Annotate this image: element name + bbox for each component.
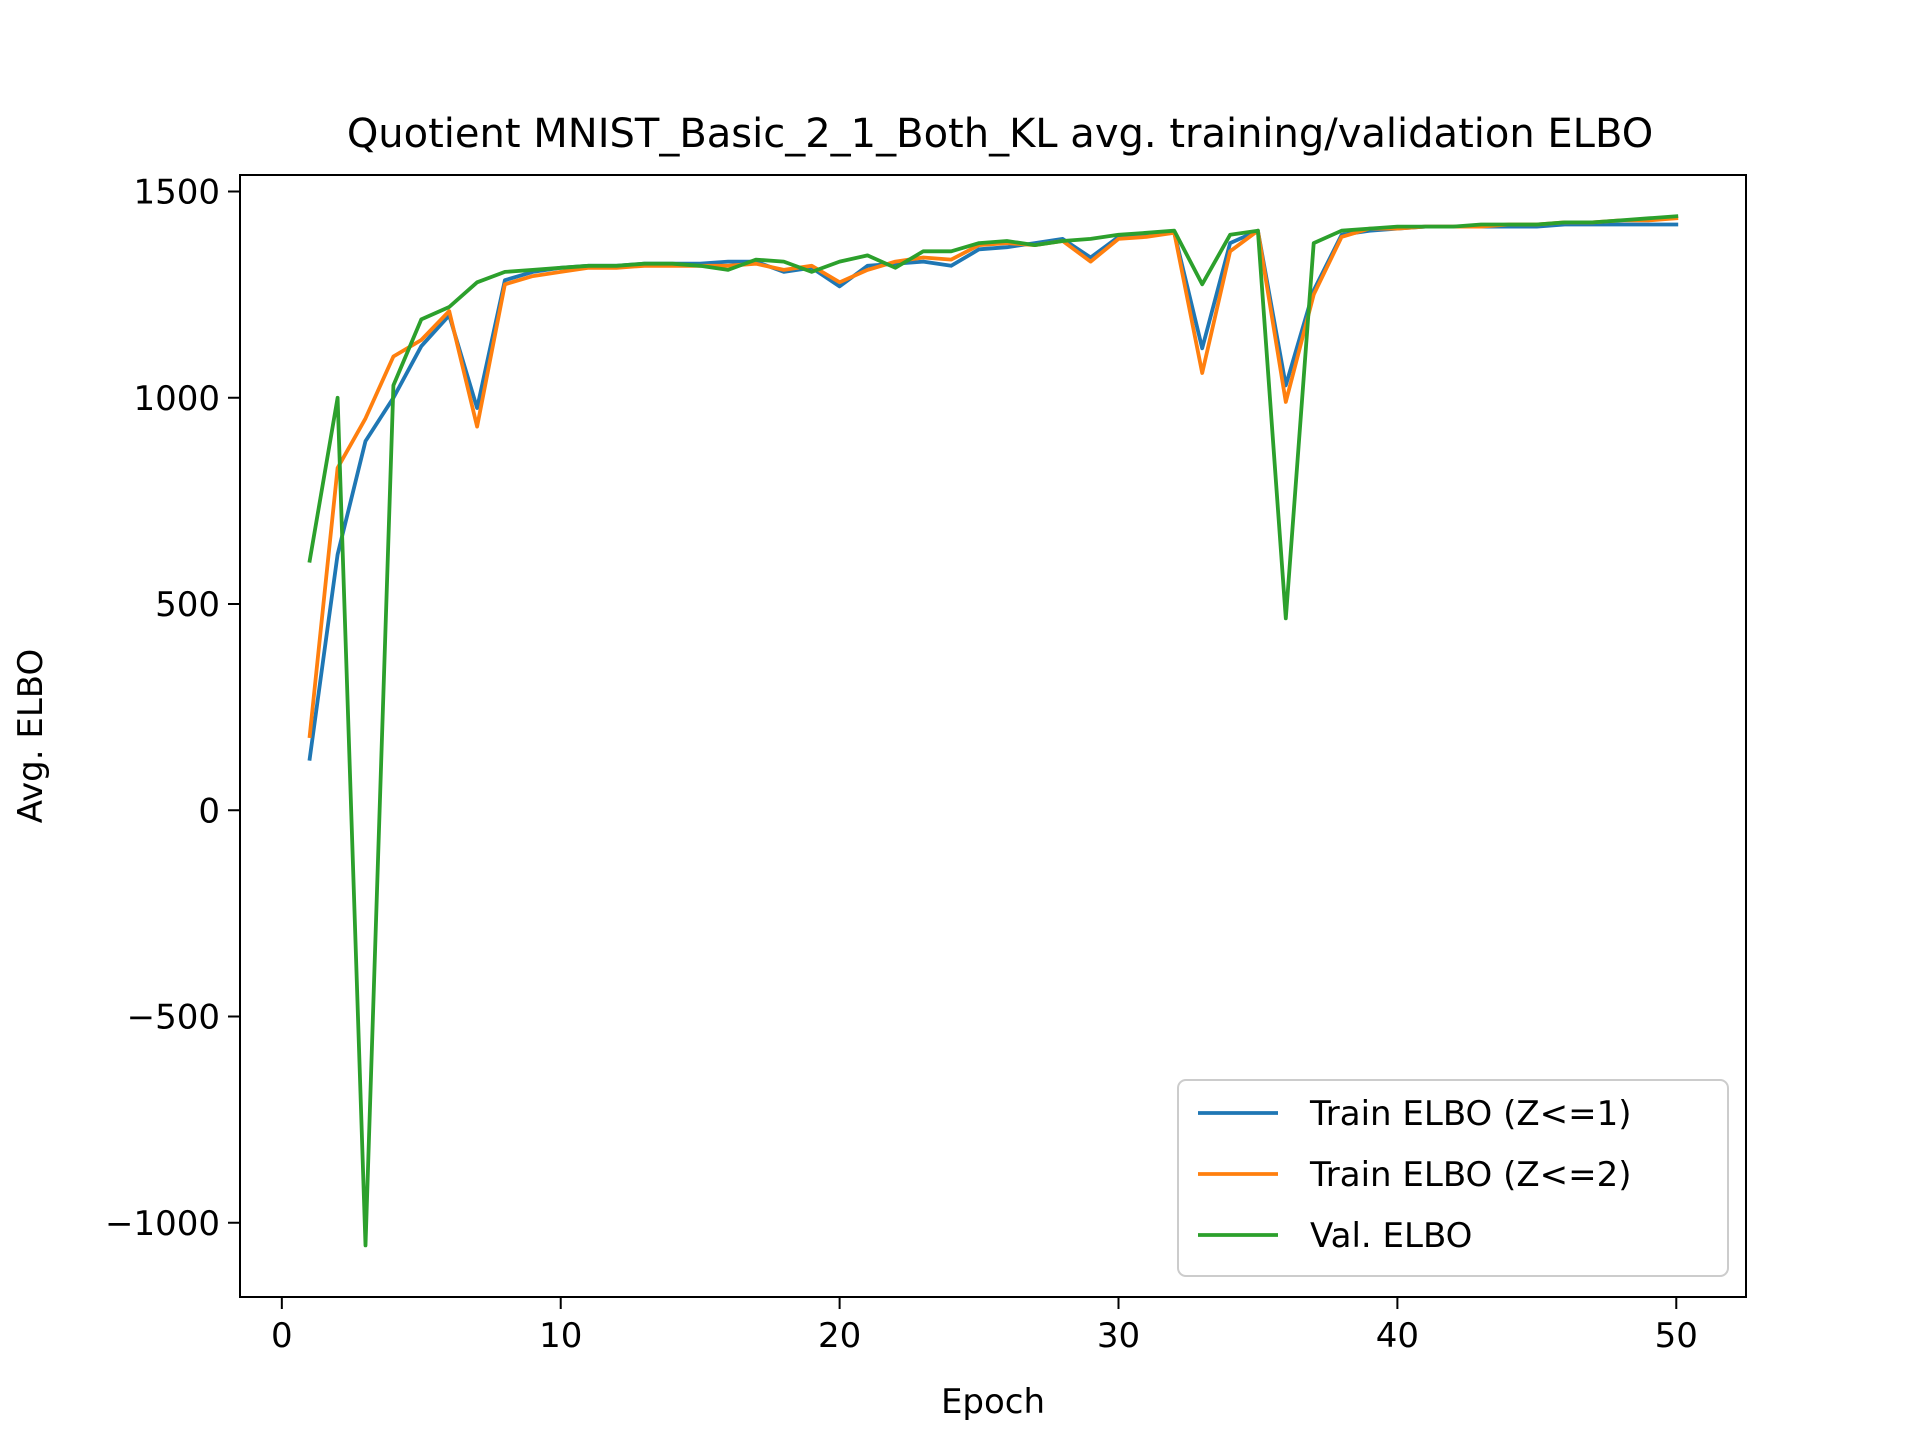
y-tick-label: 1000 (133, 379, 220, 419)
series-lines (307, 214, 1679, 1248)
y-axis-label: Avg. ELBO (11, 649, 51, 824)
y-tick-label: −1000 (105, 1204, 220, 1244)
series-line-3 (307, 214, 1679, 1248)
x-tick-label: 40 (1376, 1316, 1419, 1356)
legend-box (1177, 1079, 1729, 1277)
x-tick-label: 20 (818, 1316, 861, 1356)
y-axis-ticks: −1000 −500 0 500 1000 1500 (105, 173, 240, 1244)
x-tick-label: 50 (1655, 1316, 1698, 1356)
y-tick-label: 500 (155, 585, 220, 625)
legend: Train ELBO (Z<=1) Train ELBO (Z<=2) Val. E… (1177, 1079, 1729, 1277)
legend-label-3: Val. ELBO (1310, 1216, 1472, 1256)
x-axis-label: Epoch (941, 1382, 1045, 1422)
plot-frame (239, 174, 1747, 1298)
y-tick-label: 0 (198, 791, 220, 831)
x-tick-label: 0 (271, 1316, 293, 1356)
x-axis-ticks: 0 10 20 30 40 50 (271, 1297, 1698, 1356)
legend-label-1: Train ELBO (Z<=1) (1309, 1094, 1632, 1134)
y-tick-label: 1500 (133, 173, 220, 213)
y-tick-label: −500 (127, 998, 220, 1038)
chart-title: Quotient MNIST_Basic_2_1_Both_KL avg. tr… (347, 111, 1653, 157)
legend-label-2: Train ELBO (Z<=2) (1309, 1155, 1632, 1195)
x-tick-label: 30 (1097, 1316, 1140, 1356)
x-tick-label: 10 (539, 1316, 582, 1356)
